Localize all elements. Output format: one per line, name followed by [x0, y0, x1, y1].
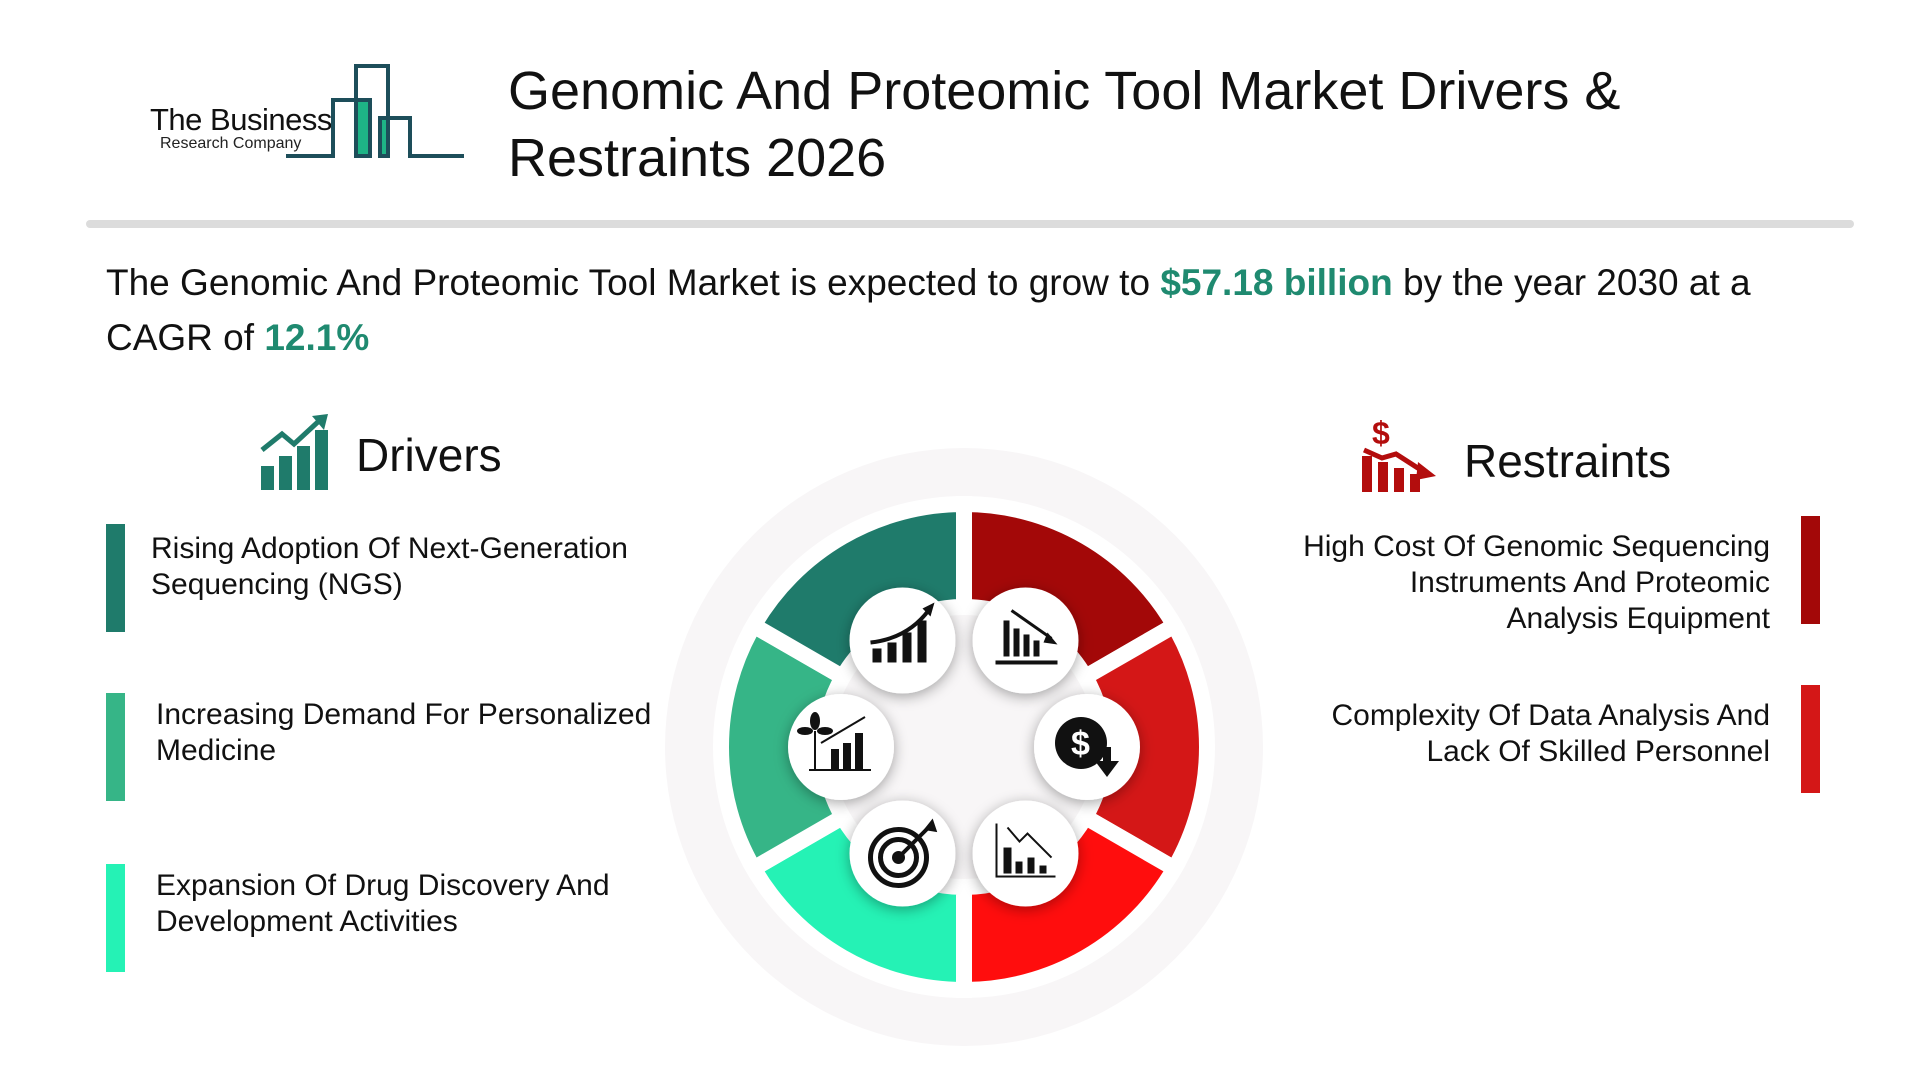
- svg-text:$: $: [1372, 416, 1390, 451]
- driver-text: Sequencing (NGS): [151, 568, 403, 601]
- page-title: Genomic And Proteomic Tool Market Driver…: [508, 58, 1808, 192]
- svg-text:$: $: [1071, 725, 1090, 763]
- restraint-item-2: Complexity Of Data Analysis And Lack Of …: [1331, 698, 1770, 770]
- logo-main-text: The Business: [150, 102, 332, 137]
- logo-sub-text: Research Company: [160, 135, 302, 152]
- plant-growth-chart-icon: [788, 694, 894, 800]
- driver-text: Increasing Demand For Personalized: [156, 698, 652, 731]
- declining-bars-icon: [972, 587, 1079, 694]
- company-logo: The Business Research Company: [148, 62, 468, 162]
- driver-item-2: Increasing Demand For Personalized Medic…: [156, 697, 651, 769]
- cagr-value: 12.1%: [264, 317, 370, 358]
- bar-chart-growth-icon: [260, 414, 328, 490]
- summary-text: by the year 2030 at a: [1392, 262, 1751, 303]
- driver-text: Medicine: [156, 734, 277, 767]
- driver-text: Expansion Of Drug Discovery And: [156, 869, 610, 902]
- drivers-heading: Drivers: [356, 429, 502, 481]
- summary-text: The Genomic And Proteomic Tool Market is…: [106, 262, 1161, 303]
- market-value: $57.18 billion: [1160, 262, 1393, 303]
- driver-text: Rising Adoption Of Next-Generation: [151, 532, 628, 565]
- restraint-text: High Cost Of Genomic Sequencing: [1303, 530, 1770, 563]
- summary-text: CAGR of: [106, 317, 265, 358]
- dollar-decline-chart-icon: $: [1362, 416, 1436, 492]
- restraint-color-bar: [1801, 516, 1820, 624]
- driver-color-bar: [106, 693, 125, 801]
- restraints-heading: Restraints: [1464, 435, 1672, 487]
- title-line-2: Restraints 2026: [508, 128, 887, 188]
- divider: [86, 220, 1854, 228]
- restraint-text: Analysis Equipment: [1506, 602, 1770, 635]
- growth-chart-icon: [849, 587, 956, 694]
- driver-color-bar: [106, 864, 125, 972]
- declining-line-chart-icon: [972, 800, 1079, 907]
- restraint-text: Instruments And Proteomic: [1409, 566, 1770, 599]
- title-line-1: Genomic And Proteomic Tool Market Driver…: [508, 61, 1621, 121]
- target-icon: [849, 800, 956, 907]
- restraint-text: Lack Of Skilled Personnel: [1426, 735, 1770, 768]
- restraint-item-1: High Cost Of Genomic Sequencing Instrume…: [1303, 529, 1770, 637]
- logo-buildings-icon: [286, 64, 464, 158]
- dollar-down-icon: $: [1034, 694, 1140, 800]
- restraint-text: Complexity Of Data Analysis And: [1331, 699, 1770, 732]
- driver-text: Development Activities: [156, 905, 458, 938]
- driver-color-bar: [106, 524, 125, 632]
- driver-item-3: Expansion Of Drug Discovery And Developm…: [156, 868, 610, 940]
- market-summary: The Genomic And Proteomic Tool Market is…: [106, 255, 1806, 365]
- restraint-color-bar: [1801, 685, 1820, 793]
- driver-item-1: Rising Adoption Of Next-Generation Seque…: [151, 531, 628, 603]
